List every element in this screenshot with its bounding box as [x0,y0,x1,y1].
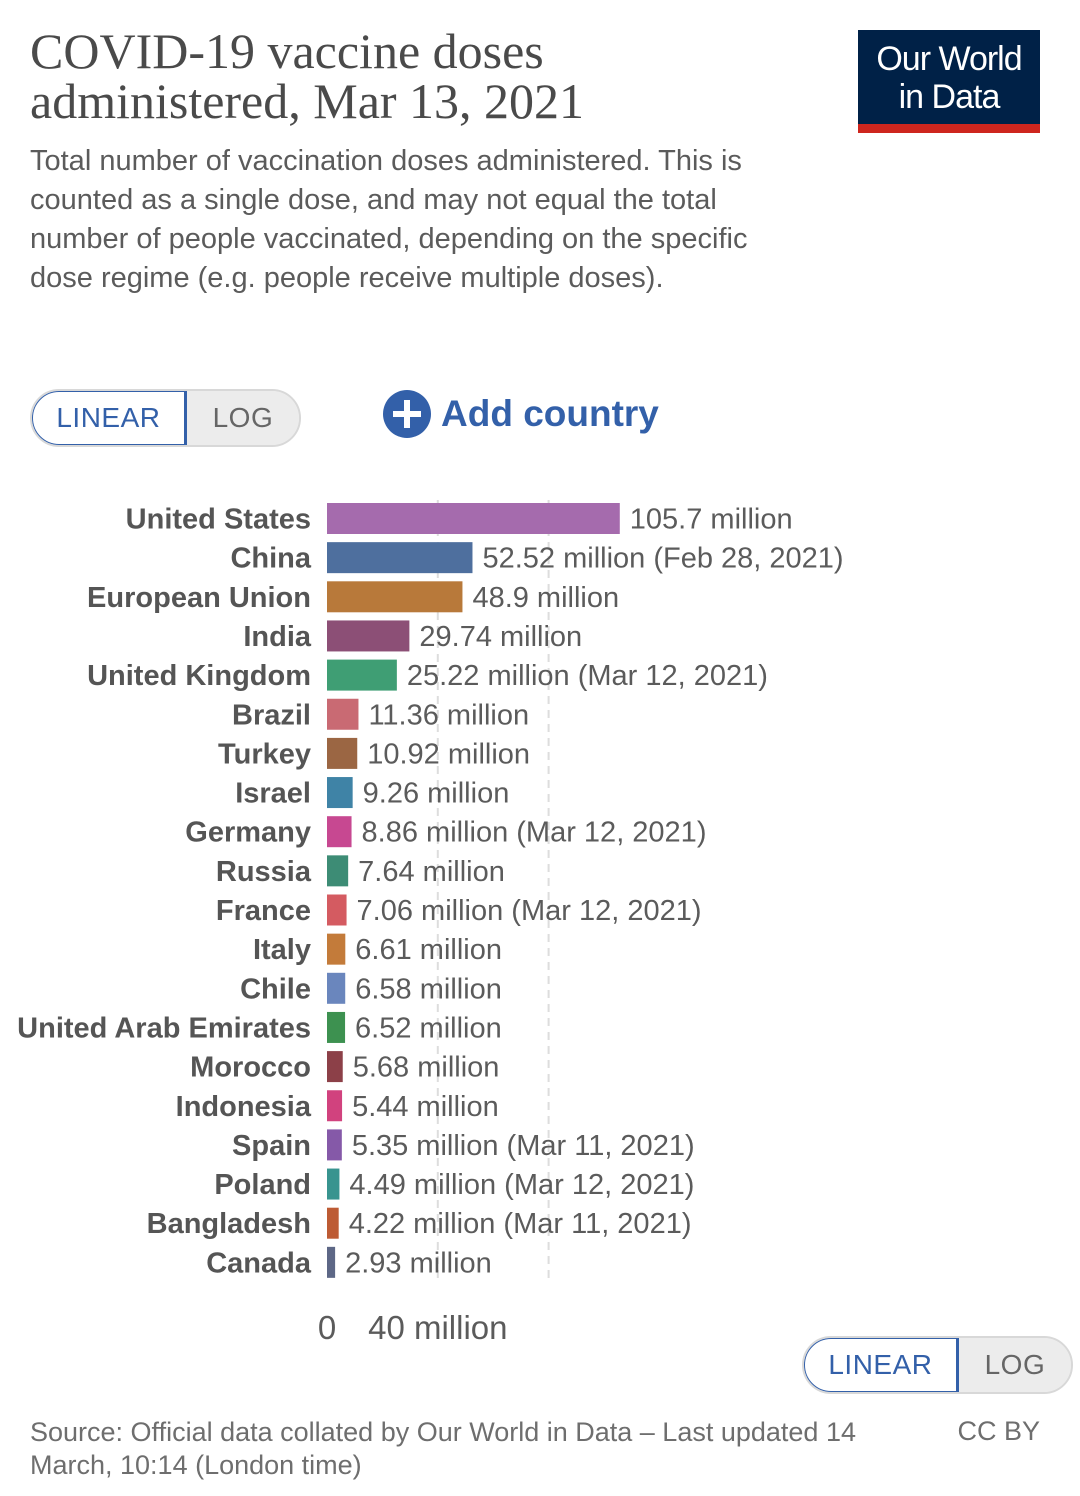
category-label: India [243,621,312,653]
category-label: European Union [87,582,311,614]
scale-toggle-bottom: LINEAR LOG [802,1336,1073,1394]
category-label: Chile [240,973,311,1005]
value-label: 25.22 million (Mar 12, 2021) [407,660,768,692]
category-label: Brazil [232,699,311,731]
value-label: 7.06 million (Mar 12, 2021) [357,895,702,927]
value-label: 9.26 million [363,778,510,810]
value-label: 48.9 million [472,582,619,614]
category-label: Germany [185,817,311,849]
value-label: 6.61 million [355,934,502,966]
log-button-bottom[interactable]: LOG [958,1338,1071,1392]
bar-india [327,620,410,652]
bar-chart: United States 105.7 million China 52.52 mil… [17,500,844,1346]
value-label: 5.44 million [352,1091,499,1123]
bar-turkey [327,737,358,769]
chart-title: COVID-19 vaccine doses administered, Mar… [30,23,585,129]
bar-united-kingdom [327,659,397,691]
license-link[interactable]: CC BY [957,1416,1040,1446]
value-label: 52.52 million (Feb 28, 2021) [482,543,843,575]
bar-brazil [327,698,359,730]
add-country-button[interactable]: Add country [383,390,659,438]
category-label: Canada [206,1247,312,1279]
category-label: Israel [235,778,311,810]
value-label: 2.93 million [345,1247,492,1279]
bar-spain [327,1129,342,1161]
value-label: 11.36 million [368,699,529,731]
bar-china [327,542,473,574]
chart-subtitle: Total number of vaccination doses admini… [30,145,748,294]
category-label: Indonesia [176,1091,312,1123]
category-label: Russia [216,856,312,888]
category-label: China [230,543,311,575]
bar-russia [327,855,349,887]
bar-poland [327,1168,340,1200]
category-label: Turkey [218,738,311,770]
bar-european-union [327,581,463,613]
bar-bangladesh [327,1207,339,1239]
value-label: 4.22 million (Mar 11, 2021) [349,1208,692,1240]
bar-france [327,894,347,926]
bar-united-arab-emirates [327,1011,346,1043]
source-note: Source: Official data collated by Our Wo… [30,1417,856,1480]
add-country-label: Add country [441,393,659,434]
linear-button-bottom[interactable]: LINEAR [804,1338,959,1392]
plus-circle-icon [383,390,431,438]
bar-israel [327,777,353,809]
value-label: 5.35 million (Mar 11, 2021) [352,1130,695,1162]
value-label: 8.86 million (Mar 12, 2021) [362,817,707,849]
log-button[interactable]: LOG [186,391,299,445]
category-label: Morocco [190,1052,311,1084]
scale-toggle-top: LINEAR LOG [30,389,301,447]
category-label: Bangladesh [147,1208,311,1240]
value-label: 29.74 million [419,621,582,653]
value-label: 6.58 million [355,973,502,1005]
bar-italy [327,933,346,965]
bar-chile [327,972,346,1004]
category-label: Spain [232,1130,311,1162]
category-label: France [216,895,311,927]
bar-morocco [327,1051,343,1083]
value-label: 7.64 million [358,856,505,888]
bar-indonesia [327,1090,343,1122]
x-tick-label: 0 [318,1309,336,1346]
logo-line-1: Our World [876,40,1022,78]
value-label: 5.68 million [353,1052,500,1084]
linear-button[interactable]: LINEAR [32,391,187,445]
x-tick-label: 40 million [368,1309,507,1346]
bar-germany [327,816,352,848]
value-label: 6.52 million [355,1012,502,1044]
category-label: United Kingdom [87,660,311,692]
category-label: Poland [214,1169,311,1201]
bar-canada [327,1246,336,1278]
bar-united-states [327,503,620,534]
value-label: 4.49 million (Mar 12, 2021) [349,1169,694,1201]
category-label: United States [126,504,311,536]
category-label: United Arab Emirates [17,1012,311,1044]
category-label: Italy [253,934,311,966]
value-label: 105.7 million [630,504,793,536]
logo-line-2: in Data [898,78,1001,116]
owid-logo[interactable]: Our World in Data [858,30,1040,133]
value-label: 10.92 million [367,738,530,770]
